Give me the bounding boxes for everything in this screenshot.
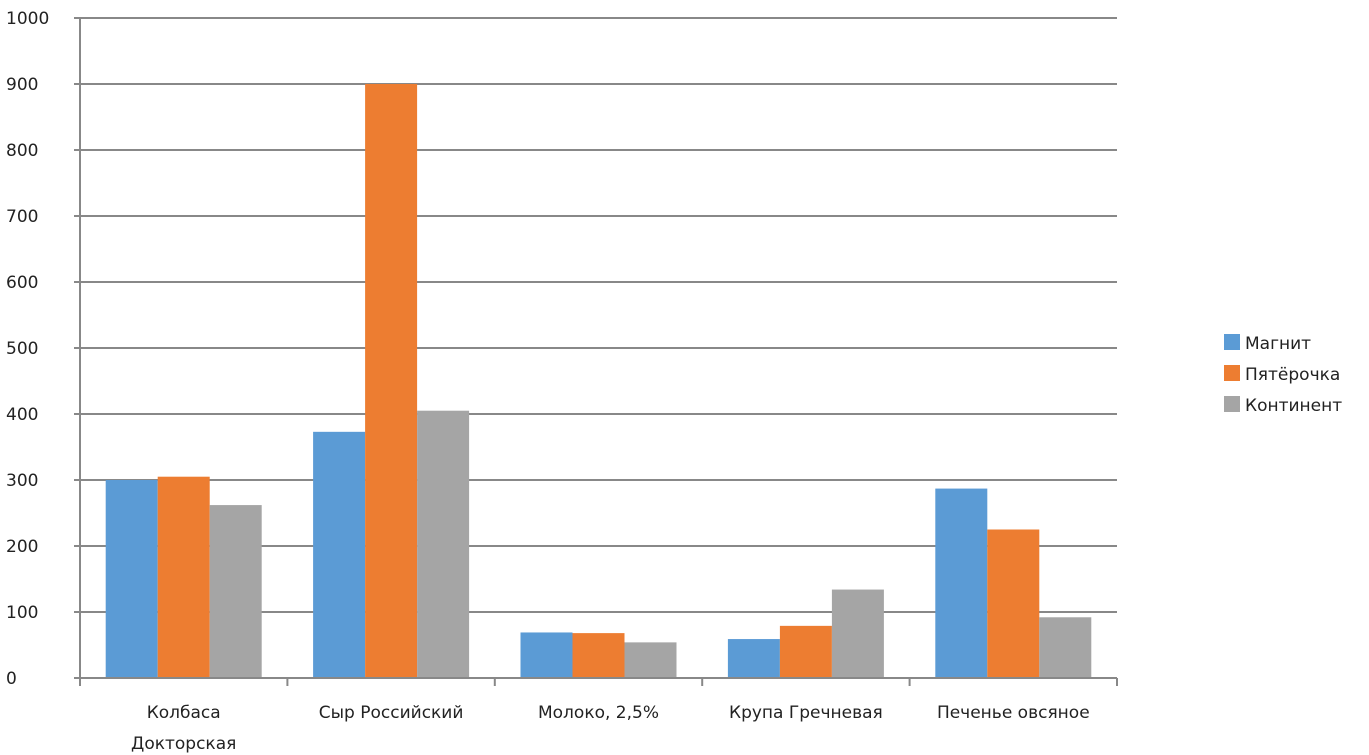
y-tick-label: 200: [6, 537, 38, 557]
y-tick-label: 1000: [6, 9, 49, 29]
y-tick-label: 0: [6, 669, 17, 689]
bar-1-5: [935, 488, 988, 678]
y-tick-label: 400: [6, 405, 38, 425]
y-tick-label: 100: [6, 603, 38, 623]
legend-label: Магнит: [1245, 334, 1311, 354]
x-category-label: Сыр Российский: [319, 703, 464, 723]
x-category-label: Крупа Гречневая: [729, 703, 883, 723]
legend: Магнит Пятёрочка Континент: [1224, 334, 1342, 416]
bar-3-3: [624, 642, 677, 678]
x-category-label: Докторская: [131, 734, 236, 754]
y-tick-label: 700: [6, 207, 38, 227]
legend-swatch: [1224, 334, 1240, 350]
bars: [105, 84, 1092, 678]
y-tick-label: 500: [6, 339, 38, 359]
bar-2-2: [365, 84, 418, 678]
bar-1-1: [105, 480, 158, 678]
axes: 0 100 200 300 400 500 600 700 800 900 1000 Колбаса Д…: [6, 9, 1118, 754]
legend-label: Пятёрочка: [1245, 365, 1340, 385]
legend-label: Континент: [1245, 396, 1342, 416]
bar-2-4: [779, 625, 832, 678]
x-category-label: Колбаса: [147, 703, 221, 723]
y-tick-label: 600: [6, 273, 38, 293]
x-category-label: Молоко, 2,5%: [538, 703, 659, 723]
bar-1-3: [520, 632, 573, 678]
y-tick-label: 300: [6, 471, 38, 491]
bar-2-5: [987, 529, 1040, 678]
bar-3-2: [417, 410, 470, 678]
y-tick-label: 800: [6, 141, 38, 161]
bar-3-5: [1039, 617, 1092, 678]
y-tick-label: 900: [6, 75, 38, 95]
legend-swatch: [1224, 365, 1240, 381]
bar-1-4: [727, 639, 780, 678]
x-category-label: Печенье овсяное: [937, 703, 1090, 723]
legend-swatch: [1224, 396, 1240, 412]
bar-1-2: [313, 431, 366, 678]
bar-2-1: [157, 476, 210, 678]
bar-2-3: [572, 633, 625, 678]
bar-3-1: [209, 505, 262, 678]
bar-3-4: [831, 589, 884, 678]
